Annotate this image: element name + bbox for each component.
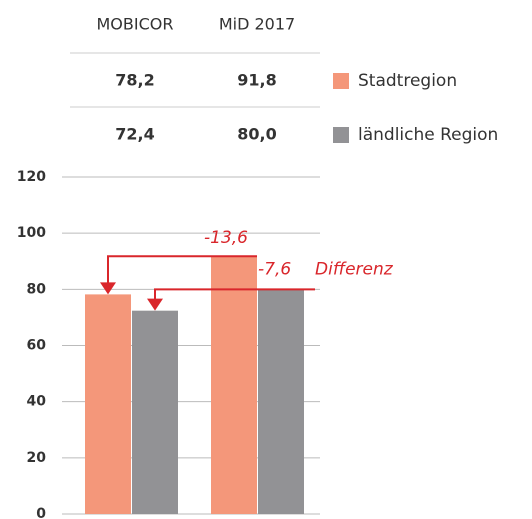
legend-swatch (333, 127, 349, 143)
table-cell: 91,8 (237, 71, 276, 90)
y-tick-label: 40 (27, 394, 47, 410)
y-tick-label: 120 (17, 169, 46, 185)
table-cell: 80,0 (237, 125, 276, 144)
y-tick-label: 0 (36, 506, 46, 519)
y-tick-label: 80 (27, 281, 47, 297)
annotation: -13,6 (204, 228, 248, 248)
bar (85, 294, 131, 514)
legend-label: ländliche Region (358, 125, 498, 145)
table-cell: 72,4 (115, 125, 154, 144)
annotation: -7,6 (258, 259, 291, 279)
column-header: MOBICOR (97, 15, 174, 34)
difference-arrow (107, 255, 257, 285)
bar (211, 256, 257, 514)
arrow-head (147, 298, 163, 311)
legend-label: Stadtregion (358, 71, 457, 91)
y-tick-label: 100 (17, 225, 46, 241)
annotation: Differenz (315, 259, 394, 279)
arrow-head (100, 282, 116, 295)
y-tick-label: 60 (27, 338, 47, 354)
table-cell: 78,2 (115, 71, 154, 90)
y-tick-label: 20 (27, 450, 47, 466)
bar (132, 310, 178, 514)
bar (258, 289, 304, 514)
legend-swatch (333, 73, 349, 89)
column-header: MiD 2017 (219, 15, 295, 34)
difference-arrow (154, 288, 315, 301)
